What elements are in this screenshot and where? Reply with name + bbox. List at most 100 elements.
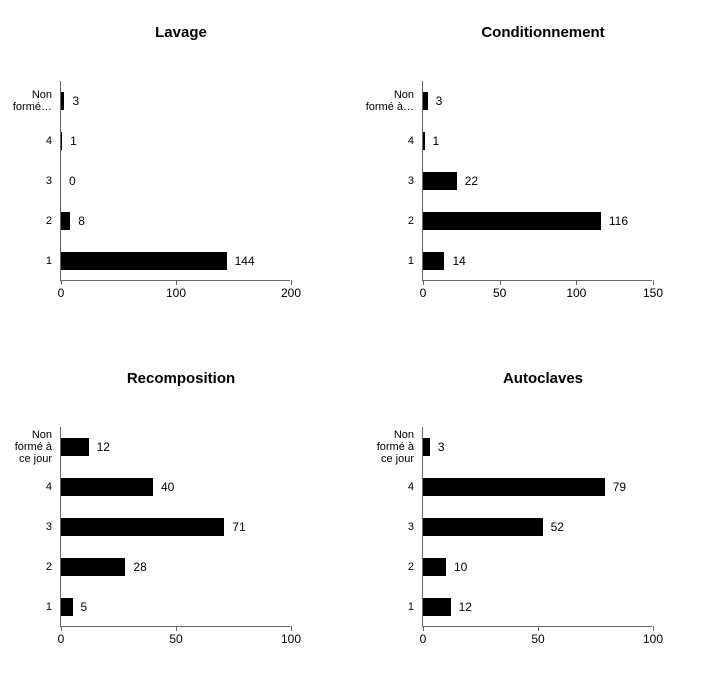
bar-value-label: 3 <box>72 94 79 108</box>
bar <box>423 558 446 576</box>
bar <box>423 172 457 190</box>
plot-area: 3Non formé à ce jour794523102121050100 <box>423 427 652 626</box>
y-axis-label: 4 <box>2 481 52 493</box>
x-axis-label: 50 <box>169 632 182 646</box>
bar <box>61 92 64 110</box>
x-axis-label: 100 <box>566 286 586 300</box>
x-axis-label: 100 <box>643 632 663 646</box>
panel-conditionnement: Conditionnement 3Non formé à…14223116214… <box>362 0 724 346</box>
x-axis-label: 200 <box>281 286 301 300</box>
x-axis-label: 100 <box>166 286 186 300</box>
chart-autoclaves: 3Non formé à ce jour794523102121050100 <box>362 427 724 627</box>
bar-value-label: 0 <box>69 174 76 188</box>
y-axis-label: 2 <box>2 561 52 573</box>
x-axis-tick <box>61 626 62 631</box>
y-axis-label: 1 <box>2 255 52 267</box>
chart-box: 12Non formé à ce jour40471328251050100 <box>60 427 290 627</box>
bar-value-label: 71 <box>232 520 245 534</box>
bar <box>423 478 605 496</box>
bar-value-label: 22 <box>465 174 478 188</box>
plot-area: 12Non formé à ce jour40471328251050100 <box>61 427 290 626</box>
chart-title-autoclaves: Autoclaves <box>362 370 724 387</box>
x-axis-tick <box>538 626 539 631</box>
x-axis-tick <box>500 280 501 285</box>
x-axis-tick <box>61 280 62 285</box>
x-axis-label: 0 <box>58 286 65 300</box>
bar-value-label: 12 <box>97 440 110 454</box>
y-axis-label: 4 <box>364 135 414 147</box>
y-axis-label: 2 <box>2 215 52 227</box>
bar-value-label: 3 <box>438 440 445 454</box>
bar <box>423 438 430 456</box>
x-axis-label: 0 <box>420 632 427 646</box>
bar-value-label: 3 <box>436 94 443 108</box>
chart-title-lavage: Lavage <box>0 24 362 41</box>
bar <box>423 92 428 110</box>
chart-lavage: 3Non formé…14038214410100200 <box>0 81 362 281</box>
y-axis-label: 4 <box>364 481 414 493</box>
chart-conditionnement: 3Non formé à…142231162141050100150 <box>362 81 724 281</box>
y-axis-label: 1 <box>364 255 414 267</box>
bar <box>61 518 224 536</box>
x-axis-label: 100 <box>281 632 301 646</box>
x-axis-tick <box>291 280 292 285</box>
bar <box>61 132 62 150</box>
x-axis-tick <box>176 626 177 631</box>
bar-value-label: 144 <box>235 254 255 268</box>
x-axis-tick <box>653 280 654 285</box>
bar-value-label: 116 <box>609 214 628 228</box>
y-axis-label: Non formé à… <box>364 89 414 113</box>
y-axis-label: 2 <box>364 561 414 573</box>
bar-value-label: 79 <box>613 480 626 494</box>
bar-value-label: 1 <box>433 134 440 148</box>
bar <box>423 132 425 150</box>
bar-value-label: 14 <box>452 254 465 268</box>
y-axis-label: 1 <box>364 601 414 613</box>
y-axis-label: 3 <box>364 521 414 533</box>
bar-value-label: 10 <box>454 560 467 574</box>
chart-recomposition: 12Non formé à ce jour40471328251050100 <box>0 427 362 627</box>
bar <box>61 598 73 616</box>
bar <box>423 518 543 536</box>
bar-value-label: 8 <box>78 214 85 228</box>
plot-area: 3Non formé à…142231162141050100150 <box>423 81 652 280</box>
x-axis-tick <box>653 626 654 631</box>
bar-value-label: 5 <box>81 600 88 614</box>
x-axis-tick <box>423 626 424 631</box>
x-axis-tick <box>176 280 177 285</box>
y-axis-label: 3 <box>364 175 414 187</box>
chart-box: 3Non formé à…142231162141050100150 <box>422 81 652 281</box>
bar-value-label: 1 <box>70 134 77 148</box>
x-axis-label: 150 <box>643 286 663 300</box>
chart-box: 3Non formé…14038214410100200 <box>60 81 290 281</box>
y-axis-label: Non formé à ce jour <box>2 429 52 465</box>
x-axis-tick <box>423 280 424 285</box>
x-axis-label: 50 <box>493 286 506 300</box>
bar <box>61 478 153 496</box>
bar-value-label: 52 <box>551 520 564 534</box>
y-axis-label: Non formé… <box>2 89 52 113</box>
chart-title-recomposition: Recomposition <box>0 370 362 387</box>
bar <box>61 252 227 270</box>
y-axis-label: 4 <box>2 135 52 147</box>
y-axis-label: 2 <box>364 215 414 227</box>
x-axis-label: 0 <box>58 632 65 646</box>
y-axis-label: 3 <box>2 175 52 187</box>
y-axis-label: 3 <box>2 521 52 533</box>
y-axis-label: Non formé à ce jour <box>364 429 414 465</box>
panel-recomposition: Recomposition 12Non formé à ce jour40471… <box>0 346 362 692</box>
y-axis-label: 1 <box>2 601 52 613</box>
x-axis-tick <box>291 626 292 631</box>
chart-box: 3Non formé à ce jour794523102121050100 <box>422 427 652 627</box>
chart-title-conditionnement: Conditionnement <box>362 24 724 41</box>
x-axis-label: 50 <box>531 632 544 646</box>
plot-area: 3Non formé…14038214410100200 <box>61 81 290 280</box>
x-axis-label: 0 <box>420 286 427 300</box>
bar-value-label: 28 <box>133 560 146 574</box>
bar <box>423 212 601 230</box>
bar <box>423 252 444 270</box>
x-axis-tick <box>576 280 577 285</box>
bar-value-label: 40 <box>161 480 174 494</box>
chart-grid: Lavage 3Non formé…14038214410100200 Cond… <box>0 0 724 692</box>
bar <box>61 438 89 456</box>
